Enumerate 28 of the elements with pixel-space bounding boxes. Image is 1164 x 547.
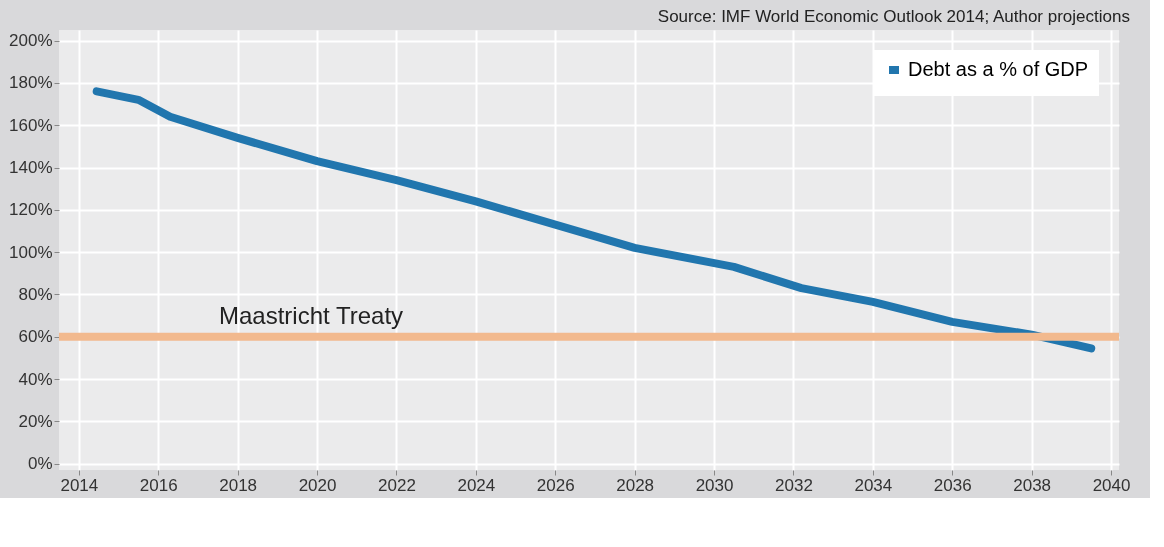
x-tick-label: 2034 [854,475,893,495]
x-tick-label: 2020 [298,475,337,495]
y-tick-label: 80% [18,284,53,304]
y-tick-label: 60% [18,327,53,347]
x-tick-label: 2028 [616,475,655,495]
y-tick-label: 200% [9,31,53,51]
x-tick-label: 2016 [139,475,178,495]
y-tick-label: 140% [9,158,53,177]
x-tick-label: 2030 [695,475,734,495]
y-tick-label: 20% [18,411,53,431]
y-tick-label: 180% [9,73,53,93]
x-tick-label: 2018 [219,475,258,495]
x-tick-label: 2014 [60,475,99,495]
source-note: Source: IMF World Economic Outlook 2014; Author projections [657,7,1130,26]
x-tick-label: 2022 [378,475,416,495]
x-tick-label: 2032 [775,475,813,495]
x-tick-label: 2036 [933,475,972,495]
x-tick-label: 2026 [536,475,575,495]
x-tick-label: 2038 [1013,475,1052,495]
ref-line-label: Maastricht Treaty [219,301,404,329]
y-tick-label: 40% [18,369,53,389]
y-tick-label: 100% [9,242,53,262]
y-tick-label: 0% [27,454,53,474]
x-tick-label: 2024 [457,475,496,495]
y-tick-label: 160% [9,115,53,135]
y-tick-label: 120% [9,200,53,220]
x-tick-label: 2040 [1092,475,1131,495]
legend-label: Debt as a % of GDP [908,58,1089,80]
